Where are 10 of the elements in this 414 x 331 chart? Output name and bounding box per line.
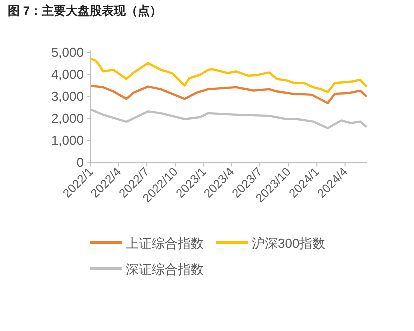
- legend-label: 上证综合指数: [126, 236, 204, 251]
- y-tick-label: 2,000: [51, 111, 84, 126]
- y-tick-label: 4,000: [51, 67, 84, 82]
- y-tick-label: 5,000: [51, 45, 84, 60]
- y-tick-label: 3,000: [51, 89, 84, 104]
- y-tick-label: 1,000: [51, 133, 84, 148]
- chart-title: 图 7：主要大盘股表现（点）: [8, 4, 162, 18]
- legend-label: 深证综合指数: [126, 262, 204, 277]
- legend-label: 沪深300指数: [252, 236, 326, 251]
- y-tick-label: 0: [76, 155, 84, 170]
